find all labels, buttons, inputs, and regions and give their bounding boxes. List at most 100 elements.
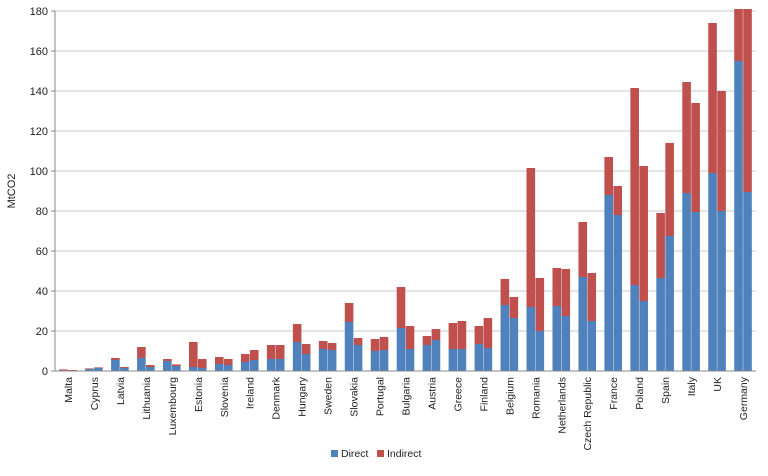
bar-direct — [552, 306, 561, 371]
y-tick-label: 120 — [30, 126, 48, 138]
y-tick-label: 100 — [30, 166, 48, 178]
bar-indirect — [432, 329, 441, 340]
bar-indirect — [345, 303, 354, 322]
bar-indirect — [276, 345, 285, 359]
bar-indirect — [743, 9, 752, 192]
bar-direct — [267, 359, 276, 371]
bar-direct — [137, 358, 146, 371]
bar-direct — [734, 61, 743, 371]
bar-indirect — [604, 157, 613, 195]
bar-direct — [423, 345, 432, 371]
bar-indirect — [146, 365, 155, 367]
legend-swatch — [331, 450, 338, 457]
bar-indirect — [354, 338, 363, 345]
bar-indirect — [717, 91, 726, 211]
bar-direct — [302, 354, 311, 371]
x-tick-label: Denmark — [271, 376, 283, 419]
bar-indirect — [423, 336, 432, 345]
x-tick-label: Austria — [426, 377, 438, 410]
y-tick-label: 40 — [36, 286, 48, 298]
x-tick-label: UK — [712, 377, 724, 392]
bar-indirect — [397, 287, 406, 328]
bar-indirect — [319, 341, 328, 349]
x-tick-label: Estonia — [193, 377, 205, 412]
bar-direct — [276, 359, 285, 371]
bar-indirect — [120, 367, 129, 368]
bar-direct — [189, 367, 198, 371]
bar-indirect — [94, 367, 103, 368]
y-axis-label: MtCO2 — [6, 174, 18, 209]
x-tick-label: Bulgaria — [401, 377, 413, 416]
bar-indirect — [111, 358, 120, 360]
bar-indirect — [682, 82, 691, 193]
bar-direct — [604, 195, 613, 371]
x-tick-label: Poland — [634, 377, 646, 410]
bar-indirect — [293, 324, 302, 342]
x-tick-label: Cyprus — [89, 377, 101, 410]
bar-indirect — [241, 354, 250, 362]
bar-indirect — [59, 369, 68, 370]
x-tick-label: Luxembourg — [167, 377, 179, 436]
bar-indirect — [613, 186, 622, 215]
bar-indirect — [198, 359, 207, 368]
bar-direct — [250, 360, 259, 371]
bar-direct — [449, 349, 458, 371]
bar-indirect — [85, 368, 94, 369]
x-tick-label: Portugal — [375, 377, 387, 416]
legend-label: Indirect — [387, 448, 422, 460]
bar-direct — [630, 285, 639, 371]
bar-direct — [293, 342, 302, 371]
bar-indirect — [406, 326, 415, 349]
x-tick-label: Finland — [478, 377, 490, 412]
x-tick-label: Germany — [738, 376, 750, 420]
bar-indirect — [302, 344, 311, 354]
y-tick-label: 140 — [30, 86, 48, 98]
bar-direct — [578, 277, 587, 371]
bar-indirect — [691, 103, 700, 212]
bar-indirect — [475, 326, 484, 344]
bar-indirect — [630, 88, 639, 285]
bar-direct — [510, 318, 519, 371]
bar-direct — [708, 173, 717, 371]
x-tick-label: Greece — [452, 377, 464, 412]
x-tick-label: Malta — [63, 377, 75, 403]
bar-direct — [501, 305, 510, 371]
bar-direct — [354, 345, 363, 371]
bar-indirect — [708, 23, 717, 173]
y-tick-label: 60 — [36, 246, 48, 258]
bar-indirect — [163, 359, 172, 361]
x-tick-label: Spain — [660, 377, 672, 404]
bar-direct — [380, 350, 389, 371]
bar-indirect — [561, 269, 570, 316]
x-tick-label: Slovakia — [349, 377, 361, 417]
bar-direct — [717, 211, 726, 371]
bar-indirect — [328, 343, 337, 350]
bar-indirect — [536, 278, 545, 331]
bar-indirect — [656, 213, 665, 278]
bar-indirect — [380, 337, 389, 350]
bar-direct — [328, 350, 337, 371]
bar-indirect — [665, 143, 674, 236]
x-tick-label: Czech Republic — [582, 377, 594, 451]
y-tick-label: 180 — [30, 6, 48, 18]
bar-indirect — [639, 166, 648, 301]
x-tick-label: Latvia — [115, 377, 127, 405]
y-tick-label: 20 — [36, 326, 48, 338]
bar-direct — [371, 351, 380, 371]
bar-indirect — [371, 339, 380, 351]
bar-direct — [224, 365, 233, 371]
bar-indirect — [587, 273, 596, 321]
bar-indirect — [552, 268, 561, 306]
x-tick-label: Netherlands — [556, 377, 568, 434]
gridlines — [55, 11, 756, 371]
bar-direct — [111, 360, 120, 371]
bar-direct — [561, 316, 570, 371]
bar-direct — [743, 192, 752, 371]
bar-indirect — [458, 321, 467, 349]
bar-direct — [475, 344, 484, 371]
x-tick-label: Romania — [530, 377, 542, 419]
x-tick-label: Belgium — [504, 377, 516, 415]
bar-direct — [682, 193, 691, 371]
